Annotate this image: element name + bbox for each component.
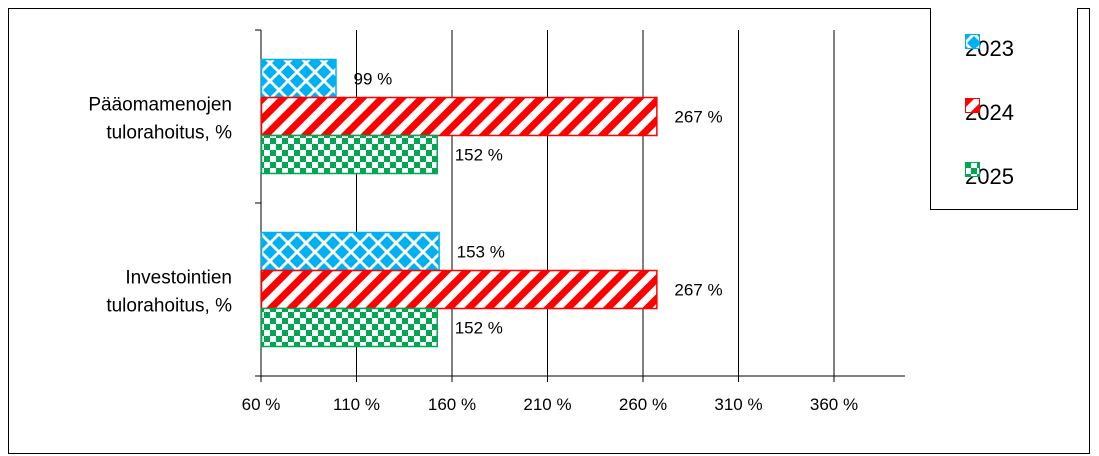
x-tick-label: 310 % xyxy=(714,395,762,414)
legend-item-2025: 2025 xyxy=(965,162,1014,192)
bar-2023 xyxy=(260,231,440,272)
chart-frame xyxy=(8,8,1090,454)
bar-2025 xyxy=(260,307,438,348)
x-tick-label: 110 % xyxy=(333,395,380,414)
data-label: 99 % xyxy=(353,70,392,89)
data-label: 152 % xyxy=(455,146,503,165)
x-tick-label: 260 % xyxy=(619,395,667,414)
data-label: 267 % xyxy=(674,281,722,300)
legend-swatch-2024 xyxy=(965,98,980,113)
legend-item-2024: 2024 xyxy=(965,98,1014,128)
x-tick-label: 160 % xyxy=(428,395,476,414)
bar-2023 xyxy=(260,58,337,99)
category-label: Pääomamenojen xyxy=(88,95,232,116)
legend-item-2023: 2023 xyxy=(965,34,1014,64)
x-tick-labels: 60 % 110 % 160 % 210 % 260 % 310 % 360 % xyxy=(242,395,858,414)
category-labels: Pääomamenojen tulorahoitus, % Investointie… xyxy=(88,95,232,317)
data-label: 153 % xyxy=(457,243,505,262)
category-label: tulorahoitus, % xyxy=(106,123,232,144)
bars xyxy=(260,58,658,348)
data-label: 267 % xyxy=(674,108,722,127)
category-label: Investointien xyxy=(125,268,232,289)
x-tick-label: 60 % xyxy=(242,395,281,414)
x-tick-label: 360 % xyxy=(810,395,858,414)
legend-swatch-2025 xyxy=(965,162,980,177)
bar-2024 xyxy=(260,96,658,137)
x-tick-label: 210 % xyxy=(523,395,571,414)
legend: 2023 2024 2025 xyxy=(930,8,1078,210)
bar-2025 xyxy=(260,134,438,175)
bar-2024 xyxy=(260,269,658,310)
data-labels: 99 % 267 % 152 % 153 % 267 % 152 % xyxy=(353,70,722,338)
category-label: tulorahoitus, % xyxy=(106,296,232,317)
data-label: 152 % xyxy=(455,319,503,338)
legend-swatch-2023 xyxy=(965,34,980,49)
